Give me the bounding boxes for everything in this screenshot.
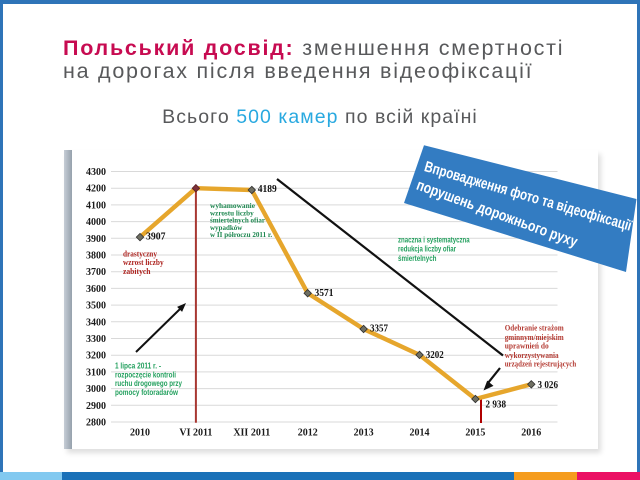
svg-text:1 lipca 2011 r. -: 1 lipca 2011 r. - [115, 362, 161, 371]
svg-text:drastyczny: drastyczny [123, 249, 158, 259]
svg-text:4100: 4100 [86, 200, 106, 211]
svg-text:2012: 2012 [298, 428, 318, 439]
svg-text:rozpoczęcie kontroli: rozpoczęcie kontroli [115, 370, 176, 379]
svg-text:śmiertelnych ofiar: śmiertelnych ofiar [210, 216, 265, 225]
svg-text:2 938: 2 938 [486, 400, 507, 411]
svg-text:Odebranie strażom: Odebranie strażom [505, 323, 564, 333]
svg-text:3000: 3000 [86, 384, 106, 395]
svg-text:ruchu drogowego przy: ruchu drogowego przy [115, 379, 182, 388]
svg-text:wykorzystywania: wykorzystywania [505, 350, 560, 360]
svg-text:śmiertelnych: śmiertelnych [398, 254, 437, 263]
svg-text:4300: 4300 [86, 167, 106, 178]
svg-text:4000: 4000 [86, 217, 106, 228]
svg-text:wzrost liczby: wzrost liczby [123, 257, 164, 267]
svg-text:3300: 3300 [86, 334, 106, 345]
svg-text:pomocy fotoradarów: pomocy fotoradarów [115, 388, 178, 397]
svg-text:2015: 2015 [465, 428, 485, 439]
svg-text:3907: 3907 [146, 232, 166, 243]
svg-text:2900: 2900 [86, 401, 106, 412]
svg-text:wzrostu liczby: wzrostu liczby [210, 208, 254, 217]
svg-text:3400: 3400 [86, 317, 106, 328]
svg-text:3100: 3100 [86, 367, 106, 378]
svg-text:3571: 3571 [315, 288, 334, 299]
svg-text:2014: 2014 [410, 428, 430, 439]
svg-text:3900: 3900 [86, 234, 106, 245]
svg-text:2800: 2800 [86, 418, 106, 429]
svg-text:4189: 4189 [258, 184, 277, 195]
svg-text:zabitych: zabitych [123, 266, 151, 276]
svg-text:wyhamowanie: wyhamowanie [210, 201, 256, 210]
svg-text:znaczna i systematyczna: znaczna i systematyczna [398, 236, 470, 245]
svg-text:3600: 3600 [86, 284, 106, 295]
svg-text:3 026: 3 026 [538, 380, 559, 391]
svg-text:wypadków: wypadków [210, 223, 243, 232]
svg-text:3357: 3357 [370, 324, 388, 335]
svg-text:w II półroczu 2011 r.: w II półroczu 2011 r. [210, 230, 272, 239]
svg-text:uprawnień do: uprawnień do [505, 341, 549, 351]
svg-text:2016: 2016 [521, 428, 541, 439]
svg-text:VI 2011: VI 2011 [179, 428, 212, 439]
svg-text:XII 2011: XII 2011 [233, 428, 270, 439]
svg-text:3202: 3202 [426, 350, 444, 361]
svg-text:gminnym/miejskim: gminnym/miejskim [505, 332, 564, 342]
svg-text:3800: 3800 [86, 251, 106, 262]
svg-text:2013: 2013 [354, 428, 374, 439]
svg-text:urządzeń rejestrujących: urządzeń rejestrujących [505, 358, 577, 368]
svg-text:3700: 3700 [86, 267, 106, 278]
svg-text:2010: 2010 [130, 428, 150, 439]
svg-text:3200: 3200 [86, 351, 106, 362]
svg-text:3500: 3500 [86, 301, 106, 312]
svg-text:redukcja liczby ofiar: redukcja liczby ofiar [398, 245, 457, 254]
svg-text:4200: 4200 [86, 184, 106, 195]
